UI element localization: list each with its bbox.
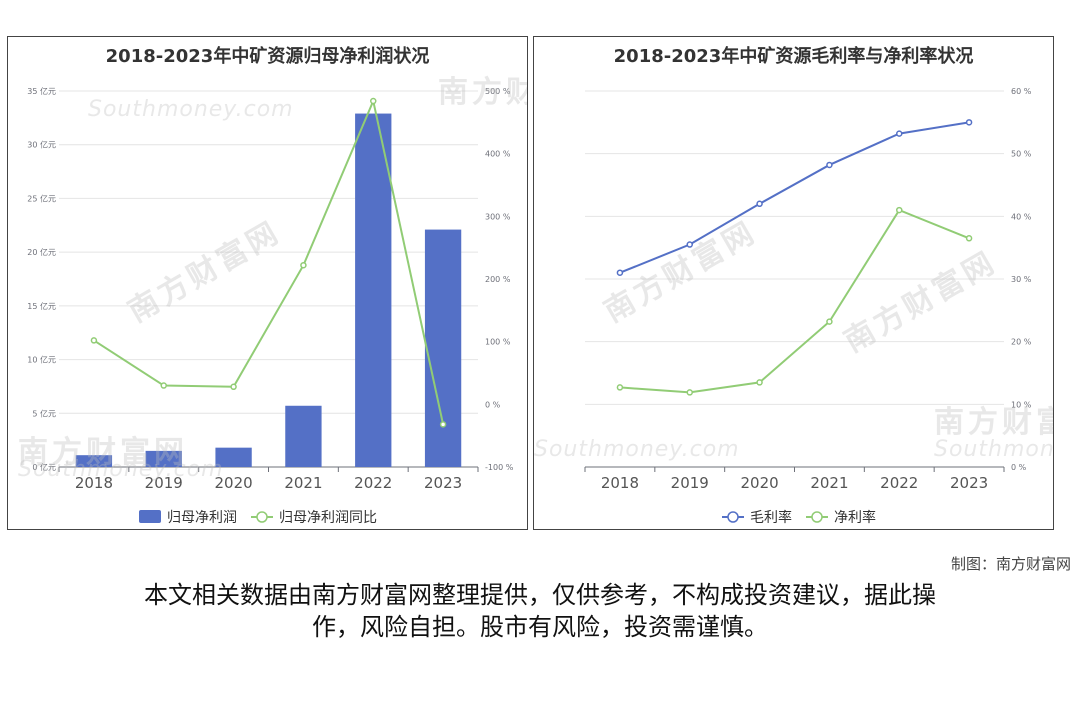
data-point xyxy=(439,421,447,428)
chart-title: 2018-2023年中矿资源毛利率与净利率状况 xyxy=(613,46,974,67)
legend-marker xyxy=(727,511,739,523)
chart-panel-margins: 南方财富网 南方财富网 南方财富网 Southmoney.com Southmo… xyxy=(533,36,1054,530)
data-point xyxy=(686,389,693,396)
series-line xyxy=(93,97,445,425)
y-right-tick-label: 10 % xyxy=(1011,400,1032,409)
x-tick-label: 2018 xyxy=(75,474,113,492)
data-point xyxy=(896,130,903,137)
chart-panel-net-profit: 南方财富网 南方财富网 Southmoney.com 南方财富网 Southmo… xyxy=(7,36,528,530)
y-right-tick-label: 60 % xyxy=(1011,87,1032,96)
y-right-tick-label: 400 % xyxy=(485,150,511,159)
bar xyxy=(424,229,462,467)
data-point xyxy=(616,269,624,276)
bar xyxy=(355,113,392,467)
x-tick-label: 2022 xyxy=(880,474,918,492)
y-left-tick-label: 10 亿元 xyxy=(27,355,56,365)
x-tick-label: 2020 xyxy=(740,474,778,492)
y-left-tick-label: 20 亿元 xyxy=(27,247,56,257)
y-right-tick-label: 500 % xyxy=(485,87,511,96)
y-left-tick-label: 15 亿元 xyxy=(27,301,56,311)
x-tick-label: 2018 xyxy=(601,474,639,492)
y-right-tick-label: 100 % xyxy=(485,338,511,347)
legend-label: 净利率 xyxy=(834,509,876,526)
data-point xyxy=(965,235,973,242)
y-left-tick-label: 35 亿元 xyxy=(27,86,56,96)
x-tick-label: 2021 xyxy=(810,474,848,492)
series-line xyxy=(619,121,970,274)
y-left-tick-label: 0 亿元 xyxy=(32,462,56,472)
x-tick-label: 2020 xyxy=(214,474,252,492)
data-point xyxy=(230,383,237,391)
bar xyxy=(145,450,182,467)
y-right-tick-label: 0 % xyxy=(485,400,501,409)
bar xyxy=(215,447,252,467)
y-left-tick-label: 30 亿元 xyxy=(27,140,56,150)
data-point xyxy=(756,379,763,386)
data-point xyxy=(370,97,377,105)
chart-credit: 制图：南方财富网 xyxy=(950,555,1071,573)
x-tick-label: 2019 xyxy=(145,474,183,492)
x-tick-label: 2023 xyxy=(950,474,988,492)
legend-label: 归母净利润同比 xyxy=(279,509,377,526)
x-tick-label: 2021 xyxy=(284,474,322,492)
y-right-tick-label: -100 % xyxy=(485,463,514,472)
y-right-tick-label: 50 % xyxy=(1011,150,1032,159)
y-right-tick-label: 40 % xyxy=(1011,212,1032,221)
series-line xyxy=(619,208,970,394)
legend-swatch xyxy=(139,510,161,523)
y-left-tick-label: 25 亿元 xyxy=(27,193,56,203)
disclaimer-line: 本文相关数据由南方财富网整理提供，仅供参考，不构成投资建议，据此操 xyxy=(144,581,936,609)
x-tick-label: 2022 xyxy=(354,474,392,492)
data-point xyxy=(826,161,833,169)
data-point xyxy=(756,200,763,208)
x-tick-label: 2019 xyxy=(671,474,709,492)
data-point xyxy=(160,382,167,389)
x-tick-label: 2023 xyxy=(424,474,462,492)
y-right-tick-label: 300 % xyxy=(485,212,511,221)
data-point xyxy=(965,119,973,126)
margin-chart: 2018 2019 2020 2021 2022 2023 0 % 10 % 20 % 30 % 4… xyxy=(584,87,1032,526)
chart-title: 2018-2023年中矿资源归母净利润状况 xyxy=(105,46,430,67)
legend-label: 归母净利润 xyxy=(167,509,237,526)
y-right-tick-label: 200 % xyxy=(485,275,511,284)
y-right-tick-label: 0 % xyxy=(1011,463,1027,472)
y-right-tick-label: 30 % xyxy=(1011,275,1032,284)
data-point xyxy=(686,241,693,248)
disclaimer: 本文相关数据由南方财富网整理提供，仅供参考，不构成投资建议，据此操 作，风险自担… xyxy=(60,579,1020,643)
legend-marker xyxy=(256,511,268,523)
legend-marker xyxy=(811,511,823,523)
data-point xyxy=(90,337,98,344)
data-point xyxy=(896,206,903,214)
legend-label: 毛利率 xyxy=(750,509,792,526)
data-point xyxy=(616,384,624,391)
y-right-tick-label: 20 % xyxy=(1011,338,1032,347)
net-profit-chart: 2018 2019 2020 2021 2022 2023 0 亿元 5 亿元 10 亿元 15 … xyxy=(27,86,514,526)
y-left-tick-label: 5 亿元 xyxy=(32,408,56,418)
bar xyxy=(75,455,113,467)
disclaimer-line: 作，风险自担。股市有风险，投资需谨慎。 xyxy=(312,613,768,641)
data-point xyxy=(826,318,833,325)
bar xyxy=(285,405,322,467)
data-point xyxy=(300,261,307,269)
